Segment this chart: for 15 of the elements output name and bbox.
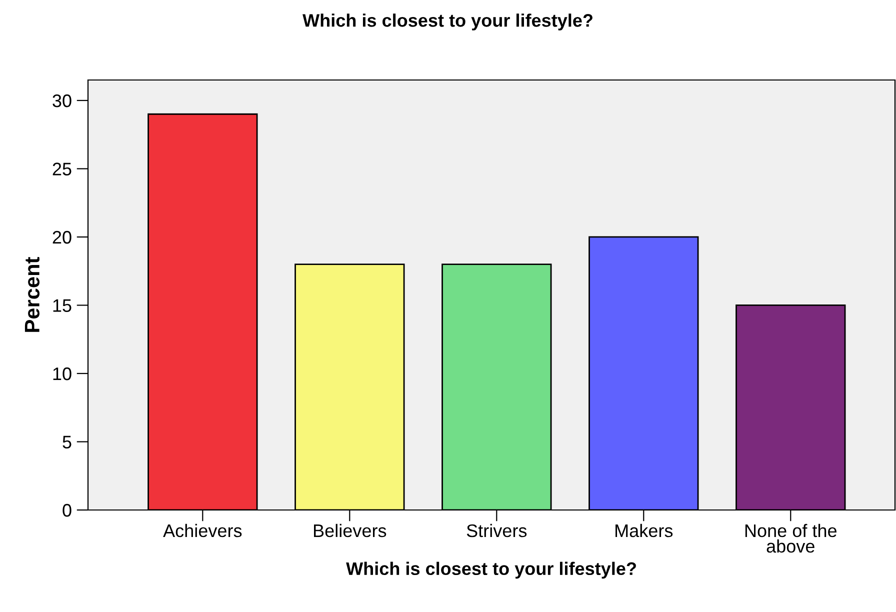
y-tick-label: 15 (53, 299, 72, 312)
y-axis-title: Percent (24, 257, 40, 332)
x-tick-label: Makers (616, 524, 673, 538)
y-tick-label: 25 (52, 162, 72, 176)
y-tick-label: 5 (62, 436, 72, 448)
y-tick-label: 10 (53, 367, 72, 380)
y-tick-label: 20 (52, 230, 72, 244)
x-axis-title: Which is closest to your lifestyle? (346, 562, 636, 579)
y-tick-label: 0 (62, 504, 72, 517)
x-tick-label: Achievers (163, 524, 242, 538)
y-tick-label: 30 (52, 94, 72, 108)
x-tick-label: Strivers (466, 524, 527, 538)
x-tick-label: None of the above (745, 524, 837, 553)
chart-title: Which is closest to your lifestyle? (302, 14, 592, 30)
x-tick-label: Believers (314, 524, 386, 538)
